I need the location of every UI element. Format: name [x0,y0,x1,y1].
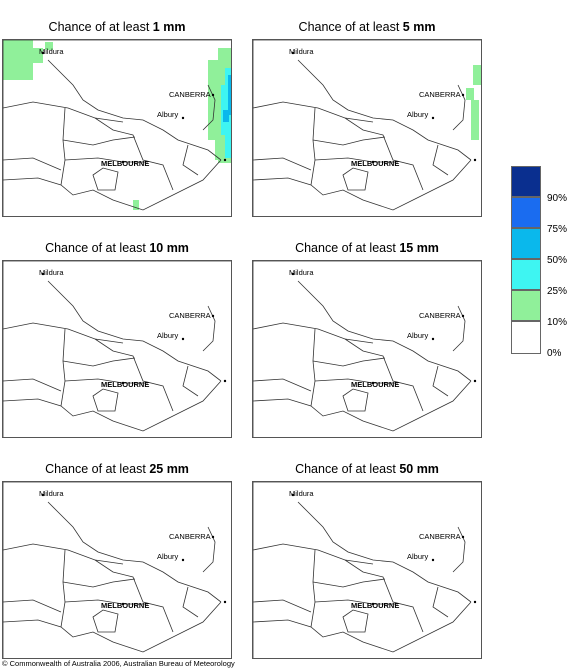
map-svg: Mildura CANBERRA Albury MELBOURNE [3,261,231,437]
boundaries [253,482,481,658]
label-mildura: Mildura [39,47,64,56]
panel-title: Chance of at least 5 mm [298,20,436,34]
legend-swatch-75 [511,197,541,228]
boundaries [253,261,481,437]
legend-label-25: 25% [547,286,568,297]
label-mildura: Mildura [289,489,314,498]
label-canberra: CANBERRA [169,90,211,99]
legend-label-0: 0% [547,348,562,359]
label-mildura: Mildura [39,268,64,277]
rainfall-map: Mildura CANBERRA Albury MELBOURNE [2,481,232,659]
boundaries [3,261,231,437]
rainfall-map: Mildura CANBERRA Albury MELBOURNE [252,39,482,217]
label-canberra: CANBERRA [169,311,211,320]
legend-swatch-50 [511,228,541,259]
legend-swatch-25 [511,259,541,290]
legend-label-10: 10% [547,317,568,328]
label-albury: Albury [157,552,179,561]
rainfall-map: Mildura CANBERRA Albury MELBOURNE [2,39,232,217]
copyright-notice: © Commonwealth of Australia 2006, Austra… [2,659,235,668]
panel-title: Chance of at least 50 mm [295,462,439,476]
label-melbourne: MELBOURNE [101,159,149,168]
panel-title: Chance of at least 10 mm [45,241,189,255]
label-albury: Albury [157,110,179,119]
label-canberra: CANBERRA [419,311,461,320]
map-svg: Mildura CANBERRA Albury MELBOURNE [253,261,481,437]
label-melbourne: MELBOURNE [101,380,149,389]
legend-swatch-10 [511,290,541,321]
panel-title: Chance of at least 1 mm [48,20,186,34]
label-mildura: Mildura [39,489,64,498]
panel-title: Chance of at least 25 mm [45,462,189,476]
label-albury: Albury [407,552,429,561]
label-melbourne: MELBOURNE [351,601,399,610]
legend-label-75: 75% [547,224,568,235]
label-albury: Albury [157,331,179,340]
label-melbourne: MELBOURNE [351,380,399,389]
label-mildura: Mildura [289,268,314,277]
label-melbourne: MELBOURNE [351,159,399,168]
map-svg: Mildura CANBERRA Albury MELBOURNE [253,40,481,216]
boundaries [3,482,231,658]
legend-label-50: 50% [547,255,568,266]
panel-title: Chance of at least 15 mm [295,241,439,255]
probability-shading-50 [223,75,231,122]
label-melbourne: MELBOURNE [101,601,149,610]
probability-shading [3,40,231,210]
label-canberra: CANBERRA [419,90,461,99]
boundaries [253,40,481,216]
boundaries [3,40,231,216]
label-albury: Albury [407,110,429,119]
rainfall-map: Mildura CANBERRA Albury MELBOURNE [2,260,232,438]
legend-swatch-0 [511,321,541,354]
map-svg: Mildura CANBERRA Albury MELBOURNE [3,40,231,216]
legend-swatch-90 [511,166,541,197]
map-svg: Mildura CANBERRA Albury MELBOURNE [3,482,231,658]
rainfall-map: Mildura CANBERRA Albury MELBOURNE [252,260,482,438]
probability-shading [466,65,481,140]
label-mildura: Mildura [289,47,314,56]
label-canberra: CANBERRA [169,532,211,541]
label-canberra: CANBERRA [419,532,461,541]
rainfall-map: Mildura CANBERRA Albury MELBOURNE [252,481,482,659]
legend-label-90: 90% [547,193,568,204]
map-svg: Mildura CANBERRA Albury MELBOURNE [253,482,481,658]
label-albury: Albury [407,331,429,340]
legend-color-scale [511,166,541,354]
